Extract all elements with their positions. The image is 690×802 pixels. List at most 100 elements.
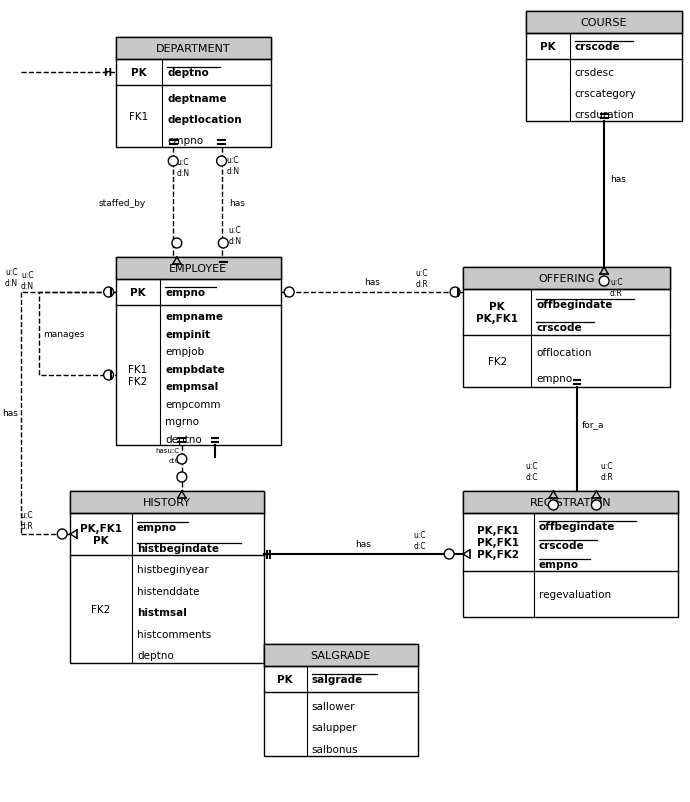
Text: salbonus: salbonus (312, 743, 358, 754)
Text: u:C
d:R: u:C d:R (21, 511, 34, 530)
Text: salgrade: salgrade (312, 674, 363, 684)
Text: crsduration: crsduration (575, 110, 635, 119)
Circle shape (218, 239, 228, 249)
Circle shape (444, 549, 454, 559)
Text: d:C: d:C (168, 457, 180, 464)
Text: PK,FK1
PK: PK,FK1 PK (80, 524, 122, 545)
Text: histbeginyear: histbeginyear (137, 565, 208, 574)
Text: deptno: deptno (167, 68, 209, 78)
Text: FK1
FK2: FK1 FK2 (128, 365, 148, 387)
Circle shape (177, 455, 187, 464)
Text: histcomments: histcomments (137, 629, 211, 639)
Text: H: H (104, 68, 112, 78)
Text: hasu:C: hasu:C (156, 448, 180, 453)
Text: empno: empno (536, 374, 573, 383)
Text: empjob: empjob (165, 347, 204, 357)
Text: u:C
d:N: u:C d:N (176, 158, 189, 177)
Text: has: has (610, 176, 626, 184)
Text: has: has (2, 409, 18, 418)
Text: EMPLOYEE: EMPLOYEE (169, 264, 228, 273)
Bar (115, 257, 282, 280)
Text: has: has (364, 278, 380, 287)
Text: HISTORY: HISTORY (143, 497, 191, 508)
Text: salupper: salupper (312, 723, 357, 732)
Text: crscode: crscode (575, 42, 620, 52)
Bar (463, 268, 670, 290)
Circle shape (549, 500, 558, 510)
Text: deptno: deptno (165, 435, 202, 444)
Text: SALGRADE: SALGRADE (310, 650, 371, 660)
Text: staffed_by: staffed_by (98, 198, 146, 207)
Circle shape (599, 277, 609, 286)
Text: empcomm: empcomm (165, 399, 221, 409)
Bar (115, 38, 271, 148)
Text: crsdesc: crsdesc (575, 68, 615, 79)
Text: has: has (230, 198, 246, 207)
Text: crscode: crscode (536, 322, 582, 333)
Bar (70, 492, 264, 513)
Bar (463, 268, 670, 387)
Bar (526, 12, 682, 34)
Bar (115, 38, 271, 60)
Text: FK1: FK1 (129, 111, 148, 122)
Text: FK2: FK2 (92, 604, 110, 614)
Text: crscode: crscode (539, 541, 584, 550)
Text: deptno: deptno (137, 650, 174, 661)
Bar (526, 12, 682, 122)
Text: deptlocation: deptlocation (167, 115, 242, 125)
Circle shape (591, 500, 601, 510)
Text: u:C
d:R: u:C d:R (415, 269, 428, 289)
Circle shape (284, 288, 294, 298)
Text: REGISTRATION: REGISTRATION (530, 497, 611, 508)
Text: empno: empno (165, 288, 206, 298)
Text: deptname: deptname (167, 95, 227, 104)
Text: u:C
d:N: u:C d:N (226, 156, 239, 176)
Text: PK: PK (277, 674, 293, 684)
Text: DEPARTMENT: DEPARTMENT (156, 44, 230, 54)
Text: offbegindate: offbegindate (536, 300, 613, 310)
Text: COURSE: COURSE (581, 18, 627, 28)
Text: crscategory: crscategory (575, 89, 636, 99)
Text: manages: manages (43, 330, 85, 338)
Bar (463, 492, 678, 513)
Circle shape (450, 288, 460, 298)
Text: u:C
d:R: u:C d:R (610, 278, 623, 298)
Bar (463, 492, 678, 618)
Text: histmsal: histmsal (137, 607, 187, 618)
Circle shape (177, 472, 187, 482)
Text: sallower: sallower (312, 701, 355, 711)
Text: histenddate: histenddate (137, 586, 199, 596)
Bar (264, 644, 417, 666)
Text: u:C
d:C: u:C d:C (413, 531, 426, 550)
Text: u:C
d:N: u:C d:N (228, 226, 242, 245)
Text: empmsal: empmsal (165, 382, 219, 392)
Text: regevaluation: regevaluation (539, 589, 611, 599)
Text: offbegindate: offbegindate (539, 521, 615, 531)
Text: empname: empname (165, 312, 224, 322)
Circle shape (104, 371, 114, 380)
Text: PK: PK (131, 68, 147, 78)
Text: PK: PK (540, 42, 555, 52)
Bar (115, 257, 282, 445)
Text: u:C
d:C: u:C d:C (526, 462, 538, 481)
Text: u:C
d:N: u:C d:N (21, 271, 34, 290)
Text: empbdate: empbdate (165, 364, 225, 375)
Circle shape (172, 239, 181, 249)
Text: offlocation: offlocation (536, 347, 592, 358)
Bar (70, 492, 264, 663)
Text: mgrno: mgrno (165, 417, 199, 427)
Circle shape (104, 288, 114, 298)
Text: PK
PK,FK1: PK PK,FK1 (476, 302, 518, 323)
Text: for_a: for_a (582, 420, 604, 429)
Text: u:C
d:N: u:C d:N (5, 268, 18, 287)
Text: histbegindate: histbegindate (137, 543, 219, 553)
Circle shape (57, 529, 67, 539)
Text: empno: empno (539, 560, 579, 569)
Text: empinit: empinit (165, 330, 210, 339)
Text: empno: empno (167, 136, 204, 146)
Text: u:C
d:R: u:C d:R (600, 462, 613, 481)
Circle shape (217, 157, 226, 167)
Text: has: has (355, 540, 371, 549)
Text: OFFERING: OFFERING (538, 273, 595, 284)
Text: PK: PK (130, 288, 146, 298)
